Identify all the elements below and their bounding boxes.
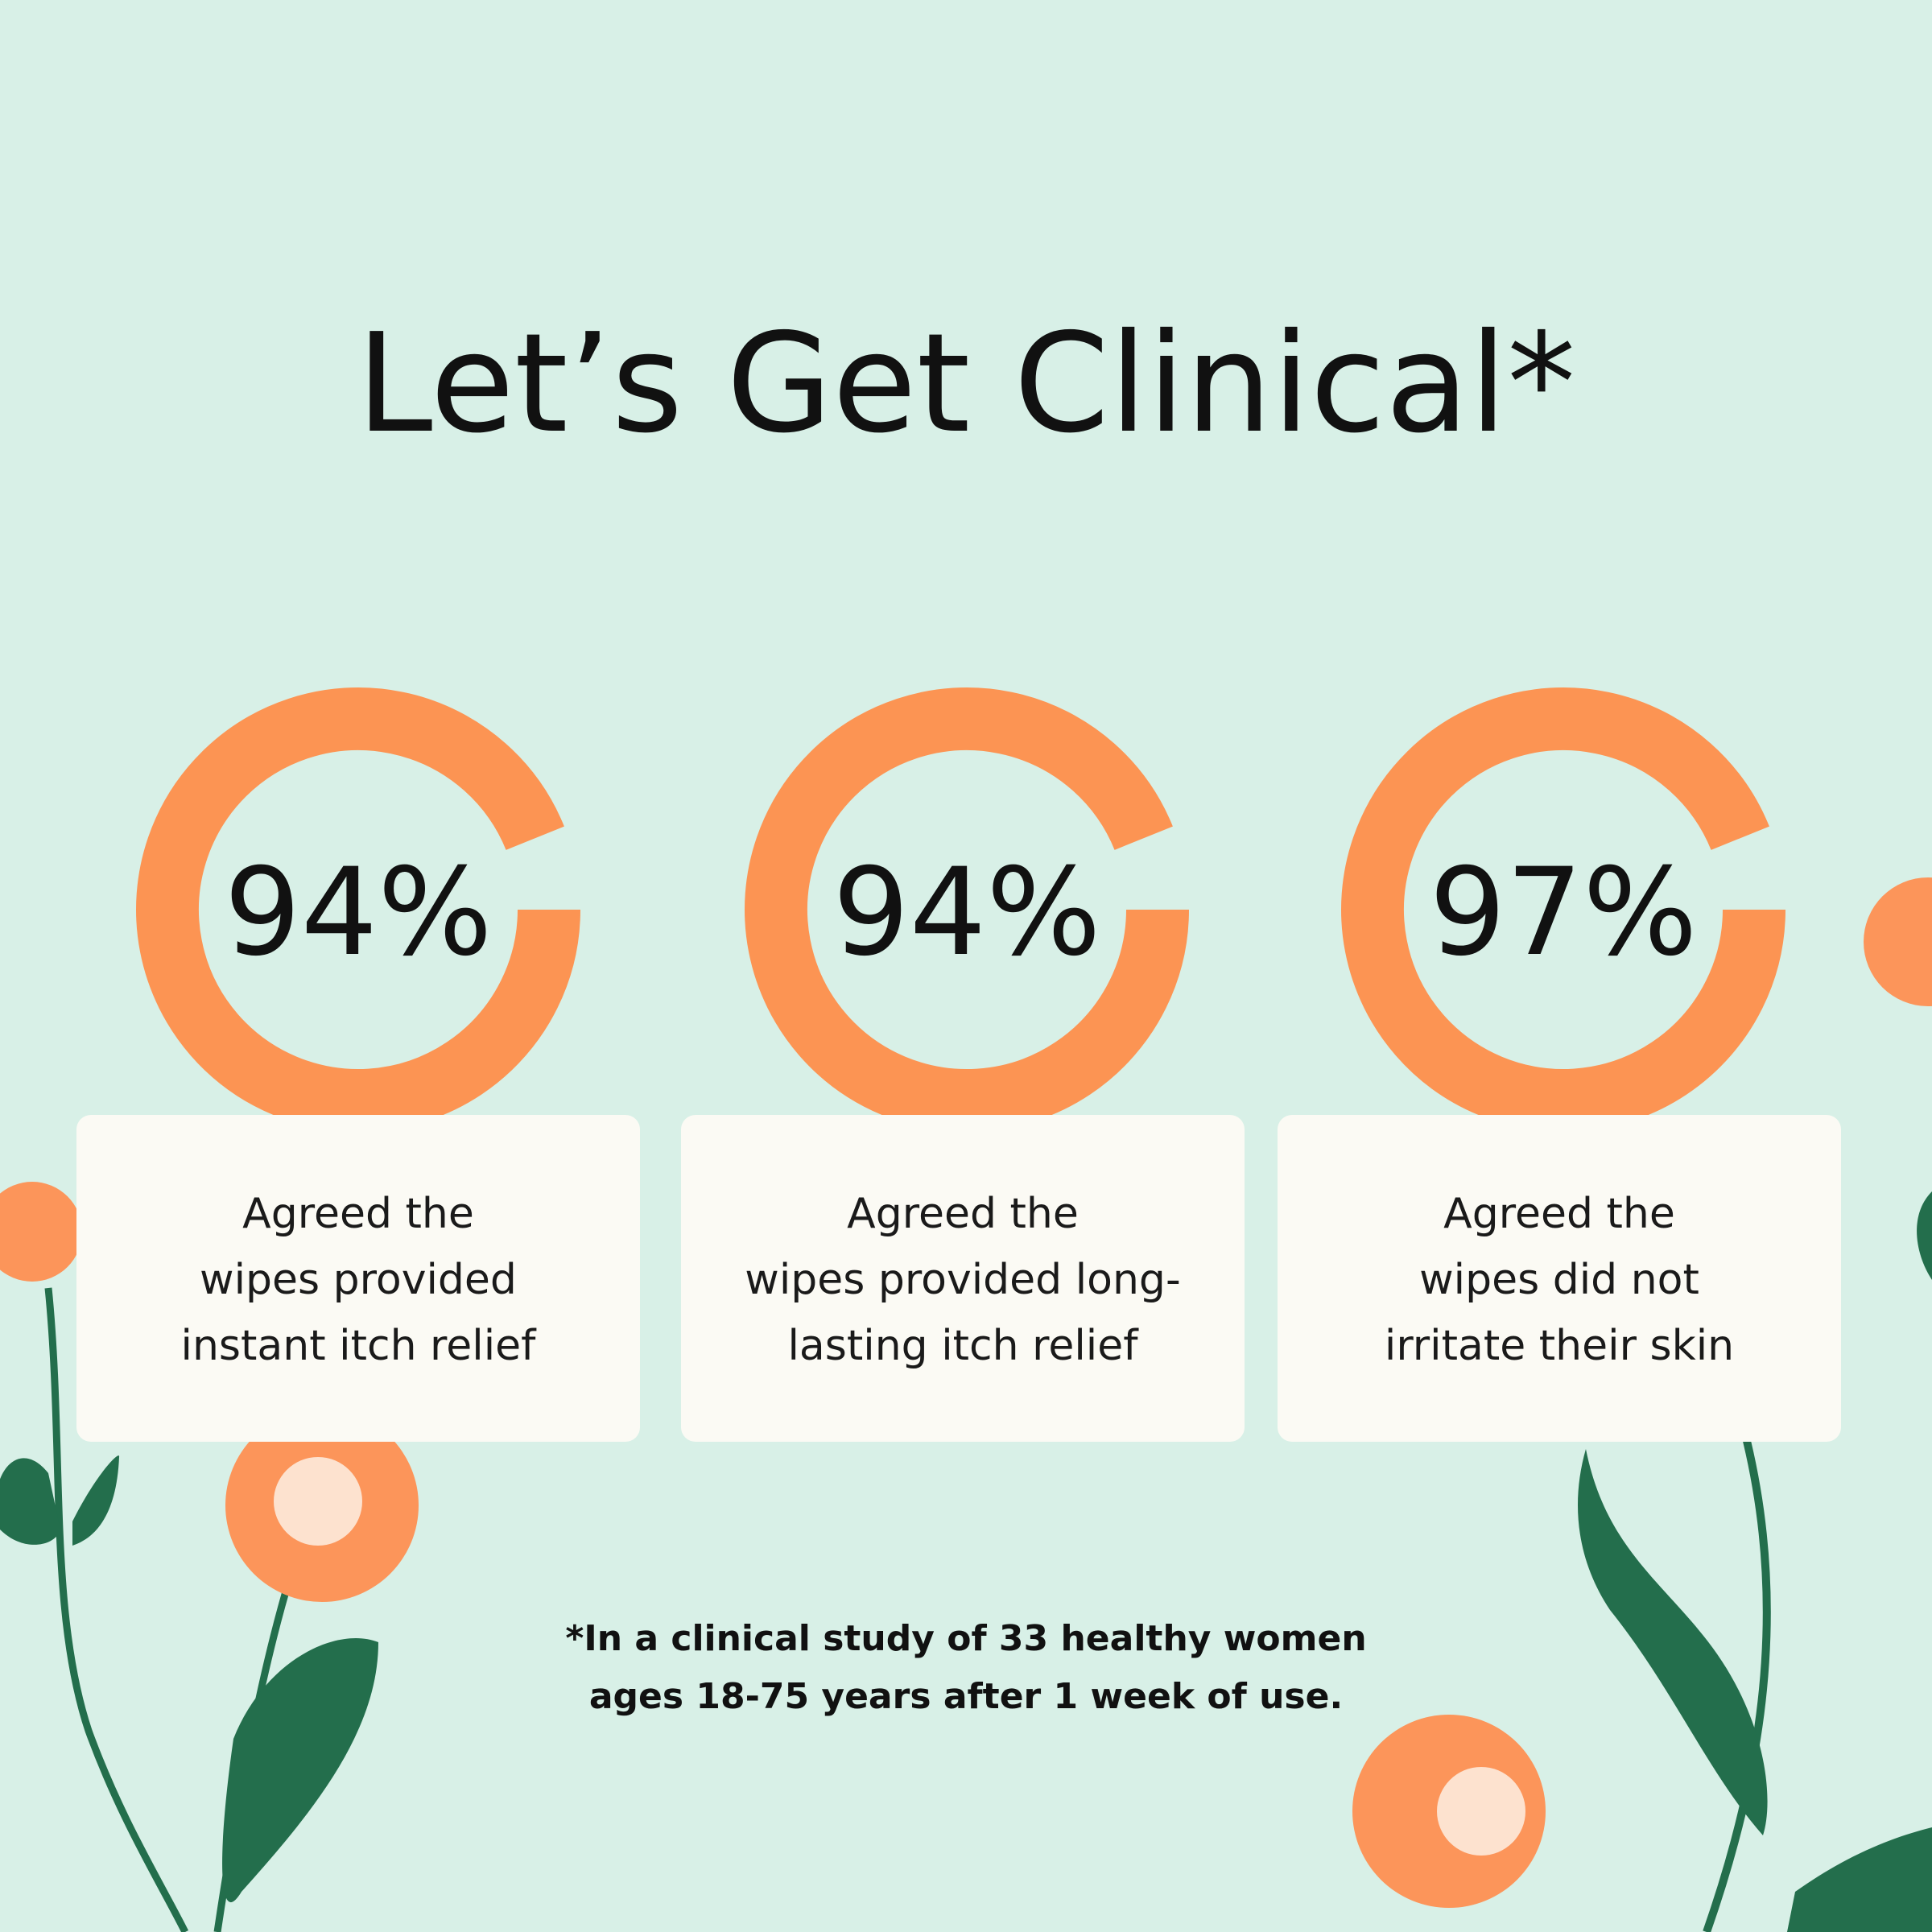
stat-caption: irritate their skin [1385, 1322, 1734, 1370]
stat-caption: instant itch relief [181, 1322, 538, 1370]
card [76, 1115, 640, 1442]
stat-value: 97% [1429, 843, 1697, 983]
ring [136, 687, 580, 1132]
stat-value: 94% [832, 843, 1100, 983]
stat-caption: Agreed the [1443, 1190, 1675, 1238]
footnote: *In a clinical study of 33 healthy women [565, 1618, 1366, 1659]
title: Let’s Get Clinical* [357, 304, 1576, 464]
footnote: ages 18-75 years after 1 week of use. [589, 1676, 1343, 1717]
stat-caption: wipes did not [1419, 1256, 1699, 1304]
stat-caption: Agreed the [242, 1190, 474, 1238]
stat-caption: lasting itch relief [787, 1322, 1139, 1370]
stat-caption: wipes provided long- [745, 1256, 1180, 1304]
stat-value: 94% [224, 843, 492, 983]
ring [745, 687, 1189, 1132]
decoration [0, 877, 1932, 1932]
card [681, 1115, 1245, 1442]
stat-caption: Agreed the [847, 1190, 1079, 1238]
card [1278, 1115, 1841, 1442]
stat-caption: wipes provided [200, 1256, 517, 1304]
ring [1341, 687, 1785, 1132]
